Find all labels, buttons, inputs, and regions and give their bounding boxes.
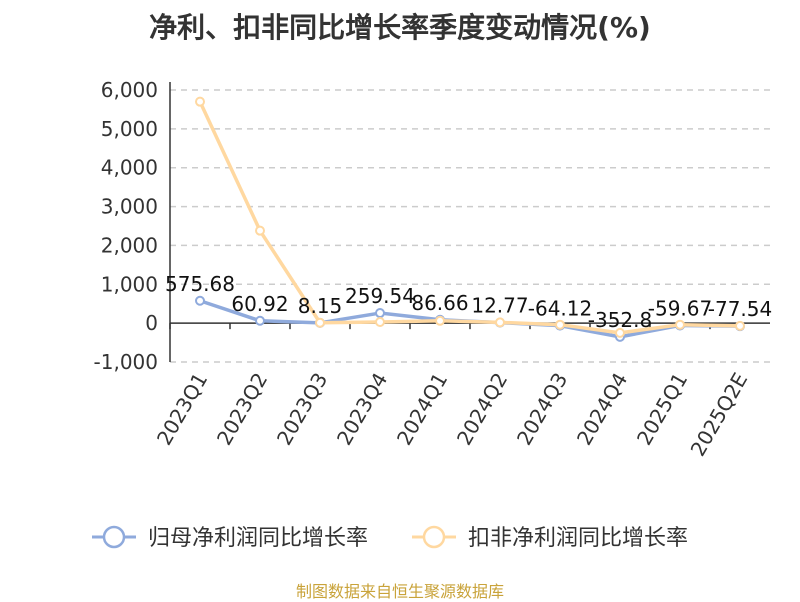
y-tick-label: 3,000 (101, 195, 158, 219)
data-point[interactable] (435, 315, 445, 326)
y-tick-label: 1,000 (101, 272, 158, 296)
data-label: 60.92 (231, 292, 288, 316)
legend-label[interactable]: 归母净利润同比增长率 (148, 526, 368, 551)
data-label: -64.12 (528, 297, 592, 321)
data-point[interactable] (195, 295, 205, 306)
x-tick-label: 2023Q1 (152, 369, 212, 450)
x-tick-label: 2023Q2 (212, 369, 272, 450)
x-tick-label: 2024Q2 (452, 369, 512, 450)
legend-label[interactable]: 扣非净利润同比增长率 (468, 526, 688, 551)
y-tick-label: 4,000 (101, 156, 158, 180)
x-tick-label: 2024Q3 (512, 369, 572, 450)
series-line-2 (198, 100, 741, 335)
x-tick-label: 2025Q1 (632, 369, 692, 450)
data-point[interactable] (375, 308, 385, 319)
y-tick-label: 5,000 (101, 117, 158, 141)
data-point[interactable] (315, 317, 325, 328)
data-label: -352.8 (588, 308, 652, 332)
y-tick-label: -1,000 (94, 350, 158, 374)
data-point[interactable] (735, 320, 745, 331)
data-point[interactable] (675, 319, 685, 330)
data-label: -77.54 (708, 297, 772, 321)
x-tick-label: 2023Q4 (332, 369, 392, 450)
data-point[interactable] (255, 315, 265, 326)
x-tick-label: 2024Q1 (392, 369, 452, 450)
y-tick-label: 0 (145, 311, 158, 335)
data-point[interactable] (555, 319, 565, 330)
data-point[interactable] (255, 225, 265, 236)
data-label: -59.67 (648, 296, 712, 320)
legend-swatch-marker (102, 525, 126, 549)
data-label: 8.15 (298, 294, 343, 318)
y-tick-label: 2,000 (101, 233, 158, 257)
data-point[interactable] (495, 317, 505, 328)
data-point[interactable] (615, 327, 625, 338)
data-label: 86.66 (411, 291, 468, 315)
x-tick-label: 2025Q2E (686, 369, 753, 461)
x-tick-label: 2024Q4 (572, 369, 632, 450)
data-label: 259.54 (345, 284, 415, 308)
data-label: 12.77 (471, 294, 528, 318)
chart-title: 净利、扣非同比增长率季度变动情况(%) (149, 11, 651, 44)
x-tick-label: 2023Q3 (272, 369, 332, 450)
y-tick-label: 6,000 (101, 78, 158, 102)
data-point[interactable] (375, 316, 385, 327)
data-point[interactable] (195, 96, 205, 107)
legend-swatch-marker (422, 525, 446, 549)
data-label: 575.68 (165, 272, 235, 296)
data-source-note: 制图数据来自恒生聚源数据库 (295, 582, 504, 601)
